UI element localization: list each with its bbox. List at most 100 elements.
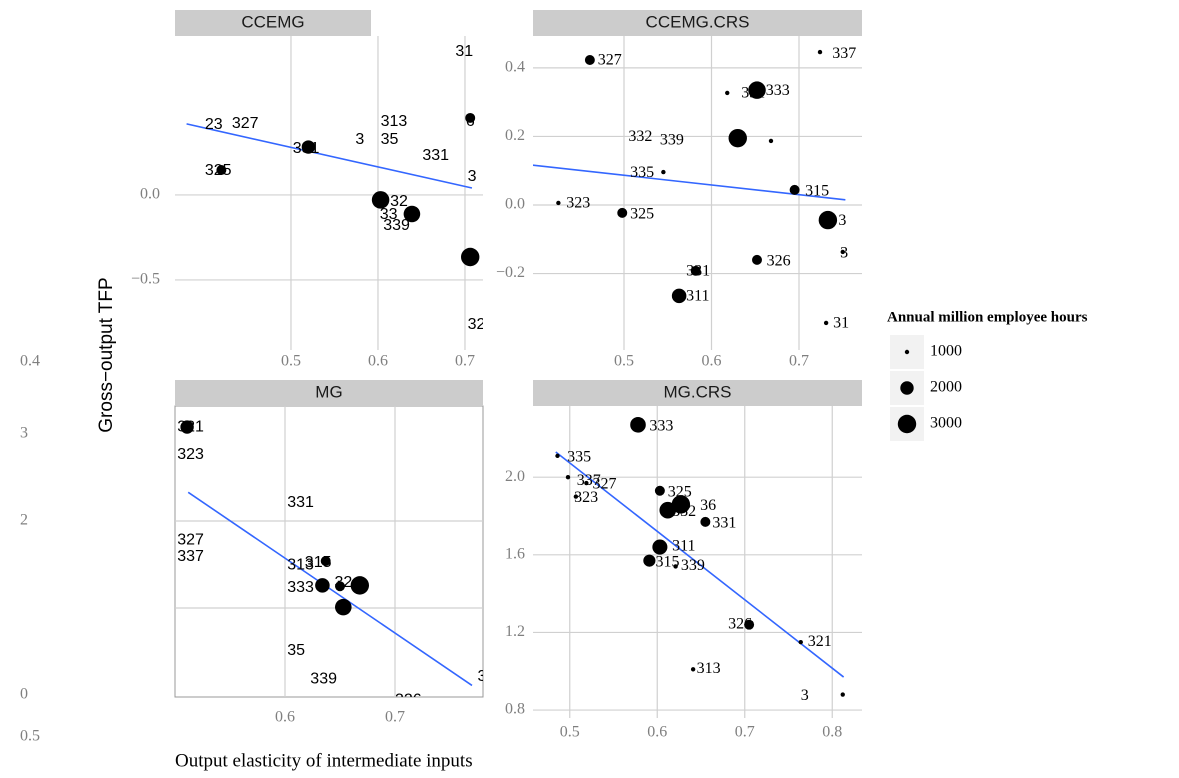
point-label: 337 [832,45,856,62]
point [748,81,766,99]
point-label: 3 [801,687,809,704]
point-label: 31 [455,43,473,60]
y-axis-label: Gross−output TFP [96,277,117,432]
point-label: 315 [805,183,829,200]
point-label: 327 [232,115,259,132]
point [461,247,480,267]
point-label: 326 [395,691,422,708]
point-label: 313 [381,113,408,130]
point-label: 335 [630,164,654,181]
point-label: 337 [177,548,204,565]
point-label: 323 [574,489,598,506]
point-label: 332 [672,503,696,520]
point-label: 325 [630,206,654,223]
strip [175,380,483,406]
y-tick-label: 0.0 [505,196,525,213]
point [565,475,571,480]
point-label: 313 [697,660,721,677]
x-tick-label: 0.8 [822,724,842,741]
panel [174,405,484,698]
point [584,55,595,65]
point [752,254,762,265]
y-tick-label: 0.2 [505,127,525,144]
point-label: 331 [422,147,449,164]
y-tick-label: 3 [20,425,28,442]
point-label: 327 [593,476,617,493]
x-tick-label: 0.6 [368,353,388,370]
point [573,494,579,499]
fit-line [186,123,473,189]
point-label: 337 [577,472,601,489]
point [818,210,838,230]
point [555,453,560,459]
point [465,112,476,123]
point-label: 323 [177,446,204,463]
point-label: 339 [383,217,410,234]
x-tick-label: 0.7 [735,724,755,741]
point-label: 326 [728,615,752,632]
point-label: 311 [686,288,709,305]
legend-label: 3000 [930,415,962,432]
point [671,288,687,304]
x-tick-label: 0.5 [560,724,580,741]
point-label: 35 [287,642,305,659]
point-label: 3 [478,668,487,685]
y-tick-label: 0.0 [140,186,160,203]
point [301,140,316,154]
point-label: 326 [767,253,791,270]
point-label: 331 [712,514,736,531]
point [630,417,646,433]
point-label: 23 [205,116,223,133]
point [335,581,345,592]
strip [533,10,862,36]
point-label: 333 [649,417,673,434]
point-label: 315 [305,554,332,571]
point [823,320,829,326]
y-tick-label: −0.2 [496,264,525,281]
point-label: 332 [628,128,652,145]
point-label: 339 [660,132,684,149]
strip [175,10,371,36]
stray-label: 0.4 [20,353,40,370]
point-label: 335 [567,448,591,465]
legend-symbol [904,349,910,355]
point-label: 31 [833,315,849,332]
point-label: 331 [287,494,314,511]
point [817,49,823,55]
point-label: 331 [686,263,710,280]
point-label: 339 [310,671,337,688]
point-label: 3 [355,131,364,148]
y-tick-label: 2 [20,512,28,529]
strip-label: MG.CRS [664,382,732,401]
point [661,169,666,175]
fit-line [555,451,845,678]
point [725,90,730,96]
point-label: 32 [468,316,486,333]
x-tick-label: 0.5 [281,353,301,370]
point [654,485,665,496]
point-label: 315 [656,553,680,570]
point [617,207,628,218]
point-label: 36 [700,497,716,514]
x-tick-label: 0.5 [614,353,634,370]
point-label: 327 [598,52,622,69]
point [840,249,845,255]
legend-label: 1000 [930,343,962,360]
strip-label: CCEMG.CRS [646,12,750,31]
y-tick-label: 2.0 [505,468,525,485]
point-label: 311 [672,538,695,555]
point-label: 333 [287,579,314,596]
point [768,138,774,144]
point [690,667,696,672]
point-label: 327 [177,531,204,548]
point [671,495,691,514]
x-tick-label: 0.7 [455,353,475,370]
y-tick-label: 1.6 [505,545,525,562]
x-tick-label: 0.7 [385,709,405,726]
fit-line [187,491,473,687]
point [584,480,589,486]
legend-label: 2000 [930,379,962,396]
point-label: 6 [466,113,475,130]
